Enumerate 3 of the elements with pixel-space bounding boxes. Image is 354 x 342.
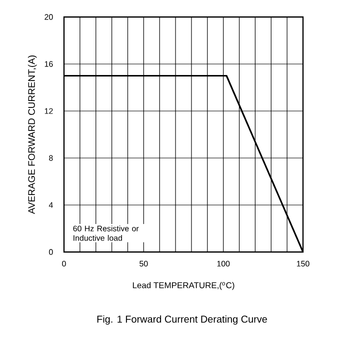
x-axis-title: Lead TEMPERATURE,($^{o}$C) xyxy=(132,282,234,290)
y-axis-title: AVERAGE FORWARD CURRENT,(A) xyxy=(28,56,37,214)
text: Fig. 1 Forward Current Derating Curve xyxy=(97,315,267,325)
